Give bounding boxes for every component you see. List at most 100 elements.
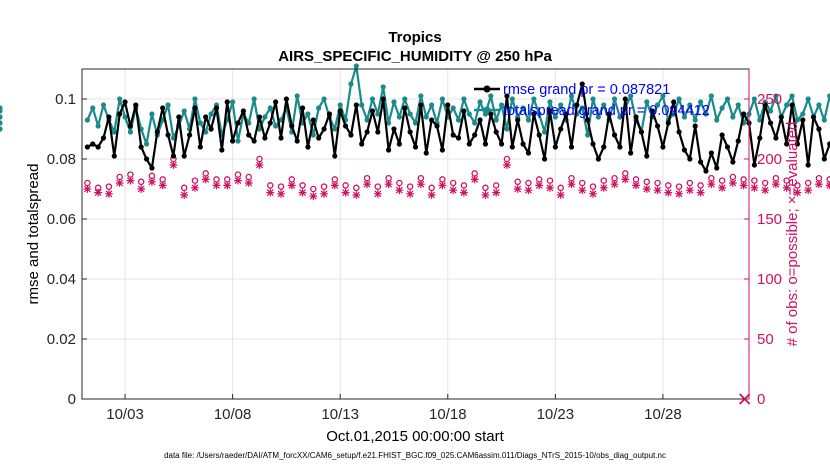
totalspread-point: [100, 102, 107, 108]
obs-evaluated-marker: [395, 186, 404, 195]
rmse-point: [445, 102, 451, 108]
totalspread-point: [117, 96, 123, 102]
rmse-point: [111, 153, 117, 159]
rmse-point: [574, 102, 580, 108]
rmse-point: [219, 147, 225, 153]
obs-possible-marker: [815, 174, 823, 182]
obs-evaluated-marker: [373, 189, 382, 198]
obs-possible-marker: [718, 177, 726, 184]
totalspread-point: [310, 132, 316, 138]
rmse-point: [256, 114, 263, 120]
rmse-point: [563, 111, 569, 117]
rmse-point: [789, 102, 795, 108]
totalspread-point: [466, 111, 472, 117]
totalspread-point: [235, 138, 241, 144]
obs-possible-marker: [471, 170, 478, 177]
rmse-point: [348, 132, 354, 138]
totalspread-point: [590, 96, 596, 102]
x-axis-label: Oct.01,2015 00:00:00 start: [326, 428, 504, 445]
obs-possible-marker: [729, 173, 737, 181]
obs-possible-marker: [439, 176, 446, 183]
totalspread-point: [714, 117, 720, 123]
obs-possible-marker: [299, 182, 306, 189]
rmse-point: [552, 144, 558, 150]
rmse-point: [585, 117, 591, 123]
totalspread-point: [127, 129, 134, 135]
rmse-point: [520, 141, 526, 147]
totalspread-point: [332, 126, 338, 132]
rmse-point: [305, 144, 311, 150]
obs-evaluated-marker: [320, 189, 328, 198]
obs-evaluated-marker: [567, 180, 576, 189]
obs-evaluated-marker: [83, 185, 92, 193]
totalspread-point: [654, 102, 661, 108]
rmse-point: [735, 138, 741, 144]
rmse-point: [213, 105, 220, 111]
obs-possible-marker: [654, 179, 661, 187]
obs-possible-marker: [374, 183, 382, 190]
rmse-point: [423, 150, 429, 156]
totalspread-point: [386, 120, 392, 126]
totalspread-point: [337, 102, 343, 108]
totalspread-point: [676, 96, 682, 102]
rmse-point: [649, 108, 655, 114]
obs-evaluated-marker: [341, 188, 350, 197]
rmse-point: [165, 132, 171, 138]
obs-evaluated-marker: [126, 176, 135, 185]
obs-possible-marker: [492, 182, 500, 189]
obs-evaluated-marker: [191, 183, 199, 192]
x-tick-label: 10/08: [214, 406, 252, 423]
totalspread-point: [735, 102, 741, 108]
obs-possible-marker: [127, 171, 134, 178]
obs-evaluated-marker: [642, 185, 651, 193]
obs-evaluated-marker: [449, 186, 458, 195]
rmse-point: [714, 165, 720, 171]
rmse-point: [337, 108, 343, 114]
rmse-point: [773, 135, 779, 141]
totalspread-point: [719, 105, 725, 111]
totalspread-point: [380, 84, 386, 90]
totalspread-point: [525, 117, 532, 123]
rmse-point: [310, 117, 316, 123]
obs-evaluated-marker: [212, 181, 221, 190]
rmse-point: [617, 144, 623, 150]
totalspread-point: [520, 105, 526, 111]
rmse-point: [794, 141, 801, 147]
obs-possible-marker: [363, 174, 371, 182]
rmse-line: [86, 82, 830, 173]
totalspread-point: [0, 120, 3, 126]
rmse-point: [149, 165, 155, 171]
rmse-point: [558, 126, 564, 132]
y2-tick-label: 200: [757, 151, 782, 168]
rmse-point: [730, 159, 736, 165]
rmse-point: [386, 147, 392, 153]
obs-possible-marker: [589, 183, 597, 190]
rmse-point: [606, 111, 612, 117]
rmse-point: [176, 114, 182, 120]
y2-tick-label: 150: [757, 211, 782, 228]
obs-evaluated-marker: [718, 183, 727, 192]
rmse-point: [741, 111, 747, 117]
rmse-point: [676, 129, 682, 135]
rmse-point: [100, 135, 107, 141]
totalspread-point: [412, 120, 419, 126]
rmse-point: [364, 129, 370, 135]
obs-possible-marker: [686, 179, 694, 187]
rmse-point: [235, 120, 241, 126]
obs-possible-marker: [137, 178, 145, 186]
x-tick-label: 10/18: [429, 406, 467, 423]
rmse-point: [724, 144, 731, 150]
obs-possible-marker: [643, 178, 651, 186]
obs-possible-marker: [697, 182, 704, 189]
obs-evaluated-marker: [460, 188, 468, 197]
rmse-point: [138, 144, 144, 150]
totalspread-point: [418, 93, 424, 99]
obs-possible-marker: [310, 185, 317, 193]
rmse-point: [106, 114, 112, 120]
y2-tick-label: 50: [757, 331, 774, 348]
rmse-point: [541, 156, 548, 162]
legend-rmse-marker: [483, 85, 491, 93]
rmse-point: [186, 132, 193, 138]
rmse-point: [461, 108, 467, 114]
